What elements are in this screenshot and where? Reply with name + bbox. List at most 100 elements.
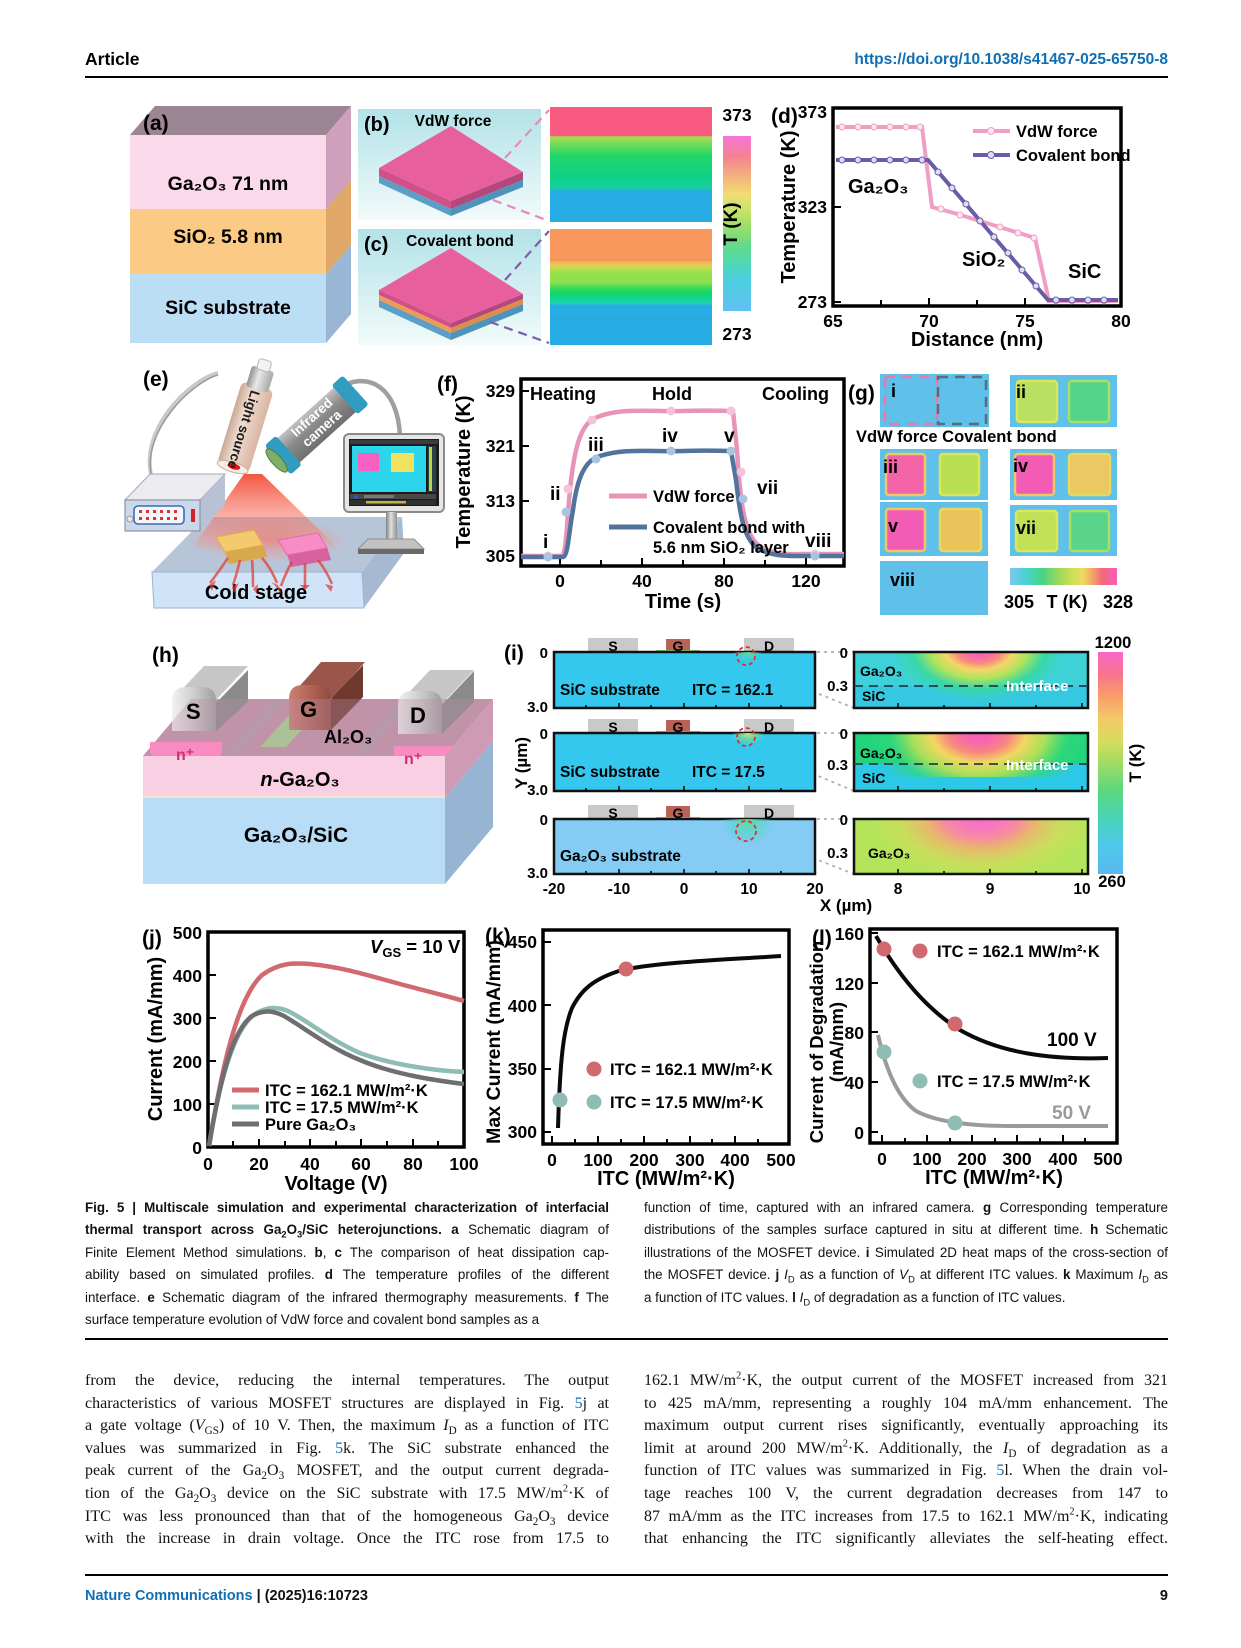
svg-text:(i): (i) — [504, 642, 524, 665]
svg-text:300: 300 — [508, 1122, 537, 1142]
svg-text:0: 0 — [203, 1154, 213, 1174]
svg-text:(k): (k) — [485, 925, 511, 948]
svg-text:500: 500 — [173, 923, 202, 943]
svg-text:Ga₂O₃ substrate: Ga₂O₃ substrate — [560, 848, 681, 865]
svg-text:300: 300 — [1002, 1149, 1031, 1169]
svg-text:VdW force: VdW force — [653, 488, 735, 506]
svg-text:Cold stage: Cold stage — [205, 582, 307, 604]
svg-text:305: 305 — [1004, 592, 1034, 612]
svg-text:400: 400 — [720, 1150, 749, 1170]
svg-text:(d): (d) — [771, 105, 798, 128]
svg-text:Ga₂O₃/SiC: Ga₂O₃/SiC — [244, 824, 348, 847]
svg-text:G: G — [673, 719, 684, 735]
svg-text:0: 0 — [540, 812, 548, 829]
svg-text:ITC = 162.1 MW/m²·K: ITC = 162.1 MW/m²·K — [610, 1061, 773, 1079]
svg-text:80: 80 — [845, 1023, 865, 1043]
svg-text:n⁺: n⁺ — [404, 751, 422, 768]
svg-text:SiO₂: SiO₂ — [962, 249, 1005, 271]
svg-text:Voltage (V): Voltage (V) — [285, 1173, 388, 1195]
svg-text:80: 80 — [1111, 311, 1131, 331]
svg-text:Ga₂O₃: Ga₂O₃ — [868, 845, 910, 861]
svg-text:ITC = 17.5 MW/m²·K: ITC = 17.5 MW/m²·K — [265, 1099, 419, 1117]
svg-text:9: 9 — [986, 881, 995, 898]
svg-text:SiC: SiC — [862, 688, 885, 704]
svg-text:Distance (nm): Distance (nm) — [911, 329, 1043, 351]
svg-text:3.0: 3.0 — [527, 865, 548, 882]
svg-text:373: 373 — [722, 105, 751, 125]
svg-text:80: 80 — [403, 1154, 423, 1174]
svg-text:-20: -20 — [543, 881, 565, 898]
svg-text:200: 200 — [173, 1052, 202, 1072]
svg-text:v: v — [888, 516, 898, 536]
svg-text:Time (s): Time (s) — [645, 591, 721, 613]
svg-text:329: 329 — [486, 381, 515, 401]
svg-text:D: D — [764, 805, 774, 821]
svg-text:ITC (MW/m²·K): ITC (MW/m²·K) — [597, 1168, 735, 1190]
svg-text:D: D — [410, 703, 426, 728]
svg-text:ITC = 17.5 MW/m²·K: ITC = 17.5 MW/m²·K — [937, 1073, 1091, 1091]
svg-text:Covalent bond: Covalent bond — [406, 233, 514, 250]
svg-text:100 V: 100 V — [1047, 1030, 1097, 1051]
svg-text:120: 120 — [835, 974, 864, 994]
svg-text:SiC: SiC — [1068, 261, 1101, 283]
svg-text:ITC = 162.1: ITC = 162.1 — [692, 682, 774, 699]
svg-text:SiC: SiC — [862, 770, 885, 786]
svg-text:Temperature (K): Temperature (K) — [453, 396, 475, 549]
svg-text:ii: ii — [550, 484, 561, 505]
svg-text:75: 75 — [1015, 311, 1035, 331]
svg-text:iv: iv — [1013, 456, 1028, 476]
svg-text:3.0: 3.0 — [527, 782, 548, 799]
svg-text:0: 0 — [680, 881, 689, 898]
svg-text:ITC = 162.1 MW/m²·K: ITC = 162.1 MW/m²·K — [937, 943, 1100, 961]
svg-text:vii: vii — [757, 478, 778, 499]
svg-text:300: 300 — [173, 1009, 202, 1029]
svg-text:iii: iii — [883, 457, 898, 477]
svg-text:20: 20 — [249, 1154, 269, 1174]
svg-text:0: 0 — [840, 645, 848, 662]
svg-text:120: 120 — [791, 571, 820, 591]
svg-text:ii: ii — [1016, 382, 1026, 402]
svg-text:Temperature (K): Temperature (K) — [778, 131, 800, 284]
svg-text:D: D — [764, 719, 774, 735]
svg-text:Covalent bond with: Covalent bond with — [653, 519, 805, 537]
svg-text:S: S — [608, 638, 617, 654]
svg-text:vii: vii — [1016, 518, 1036, 538]
svg-text:313: 313 — [486, 491, 515, 511]
svg-text:(j): (j) — [142, 927, 162, 950]
svg-text:260: 260 — [1098, 873, 1126, 891]
svg-text:273: 273 — [722, 324, 751, 344]
svg-text:n-Ga₂O₃: n-Ga₂O₃ — [260, 769, 339, 791]
svg-text:T (K): T (K) — [1047, 592, 1088, 612]
svg-text:0.3: 0.3 — [827, 678, 848, 695]
svg-text:(a): (a) — [143, 112, 169, 135]
svg-text:100: 100 — [583, 1150, 612, 1170]
svg-text:70: 70 — [919, 311, 939, 331]
svg-text:0: 0 — [192, 1138, 202, 1158]
svg-text:0: 0 — [854, 1123, 864, 1143]
svg-text:(f): (f) — [437, 373, 458, 396]
svg-text:Ga₂O₃: Ga₂O₃ — [860, 745, 902, 761]
svg-text:Pure Ga₂O₃: Pure Ga₂O₃ — [265, 1116, 356, 1134]
svg-text:8: 8 — [894, 881, 903, 898]
svg-text:0: 0 — [540, 726, 548, 743]
svg-text:S: S — [186, 699, 201, 724]
svg-text:305: 305 — [486, 546, 515, 566]
svg-text:v: v — [724, 426, 735, 447]
svg-text:-10: -10 — [608, 881, 630, 898]
svg-text:0: 0 — [555, 571, 565, 591]
svg-text:50 V: 50 V — [1052, 1103, 1091, 1124]
svg-text:10: 10 — [740, 881, 757, 898]
svg-text:viii: viii — [805, 531, 831, 552]
svg-text:0: 0 — [840, 726, 848, 743]
svg-text:300: 300 — [675, 1150, 704, 1170]
svg-text:200: 200 — [629, 1150, 658, 1170]
svg-text:X (µm): X (µm) — [820, 896, 872, 915]
svg-text:i: i — [891, 381, 896, 401]
svg-text:iv: iv — [662, 426, 678, 447]
svg-text:Heating: Heating — [530, 384, 596, 404]
svg-text:(mA/mm): (mA/mm) — [826, 1002, 847, 1082]
svg-text:VGS = 10 V: VGS = 10 V — [370, 936, 461, 960]
svg-text:SiO₂ 5.8 nm: SiO₂ 5.8 nm — [173, 226, 282, 248]
svg-text:G: G — [673, 638, 684, 654]
svg-text:5.6 nm SiO₂ layer: 5.6 nm SiO₂ layer — [653, 539, 789, 557]
